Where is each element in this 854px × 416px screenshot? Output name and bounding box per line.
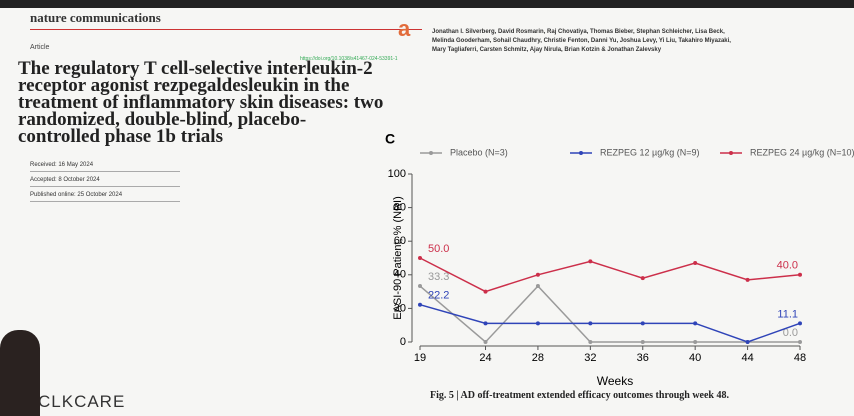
x-tick-label: 48 — [794, 352, 806, 364]
data-point — [588, 321, 592, 325]
data-point — [418, 256, 422, 260]
legend-marker — [429, 151, 433, 155]
value-label: 11.1 — [777, 308, 798, 320]
x-tick-label: 28 — [532, 352, 544, 364]
data-point — [798, 340, 802, 344]
data-point — [746, 278, 750, 282]
data-point — [798, 273, 802, 277]
y-tick-label: 100 — [388, 168, 406, 180]
data-point — [588, 340, 592, 344]
x-tick-label: 19 — [414, 352, 426, 364]
data-point — [536, 284, 540, 288]
data-point — [418, 303, 422, 307]
data-point — [641, 276, 645, 280]
slide: nature communications a Article https://… — [0, 0, 854, 416]
value-label: 22.2 — [428, 290, 449, 302]
y-tick-label: 0 — [400, 336, 406, 348]
x-tick-label: 40 — [689, 352, 701, 364]
y-tick-label: 40 — [394, 269, 406, 281]
legend-marker — [579, 151, 583, 155]
legend-marker — [729, 151, 733, 155]
data-point — [588, 259, 592, 263]
x-tick-label: 44 — [741, 352, 753, 364]
data-point — [418, 284, 422, 288]
x-axis-label: Weeks — [597, 374, 633, 388]
data-point — [536, 273, 540, 277]
data-point — [746, 340, 750, 344]
data-point — [484, 321, 488, 325]
chart: C Weeks EASI-90 Patient, % (NRI) 0 20 40 60… — [0, 0, 854, 416]
y-tick-label: 80 — [394, 202, 406, 214]
value-label: 40.0 — [777, 260, 798, 272]
value-label: 50.0 — [428, 243, 449, 255]
data-point — [641, 340, 645, 344]
value-label: 33.3 — [428, 271, 449, 283]
data-point — [693, 340, 697, 344]
legend-label: REZPEG 24 µg/kg (N=10) — [750, 147, 854, 157]
x-tick-label: 36 — [637, 352, 649, 364]
data-point — [484, 340, 488, 344]
series-line — [420, 286, 800, 342]
y-tick-label: 60 — [394, 235, 406, 247]
data-point — [484, 290, 488, 294]
panel-label: C — [385, 131, 395, 147]
y-tick-label: 20 — [394, 302, 406, 314]
data-point — [536, 321, 540, 325]
data-point — [798, 321, 802, 325]
legend-label: Placebo (N=3) — [450, 147, 508, 157]
series-line — [420, 258, 800, 292]
x-tick-label: 32 — [584, 352, 596, 364]
y-axis-label: EASI-90 Patient, % (NRI) — [392, 196, 404, 320]
x-tick-label: 24 — [479, 352, 491, 364]
data-point — [641, 321, 645, 325]
legend-label: REZPEG 12 µg/kg (N=9) — [600, 147, 699, 157]
data-point — [693, 261, 697, 265]
data-point — [693, 321, 697, 325]
series-line — [420, 305, 800, 342]
